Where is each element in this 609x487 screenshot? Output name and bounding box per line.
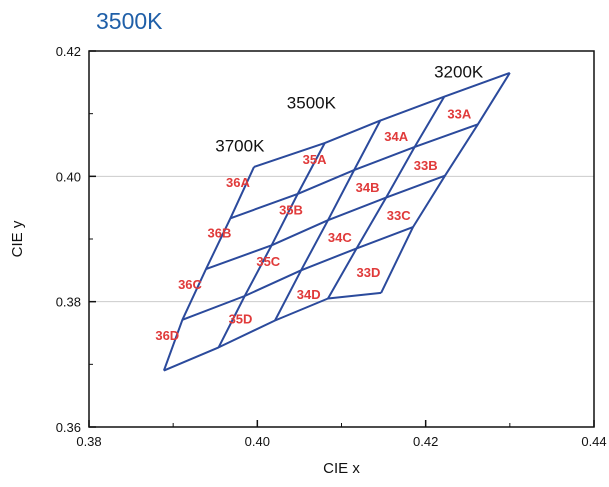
cct-labels: 3700K 3500K 3200K	[215, 62, 484, 155]
y-tick-label: 0.36	[56, 420, 81, 435]
x-axis-label: CIE x	[323, 460, 360, 477]
axis-ticks: 0.38 0.40 0.42 0.440.360.380.400.42	[56, 44, 607, 449]
bin-label: 36D	[155, 328, 179, 343]
chart-title: 3500K	[96, 8, 163, 34]
cct-label: 3700K	[215, 136, 265, 155]
x-tick-label: 0.40	[245, 434, 270, 449]
bin-label: 34A	[384, 129, 408, 144]
bin-label: 36A	[226, 175, 250, 190]
y-tick-label: 0.42	[56, 44, 81, 59]
bin-column-line	[327, 96, 446, 299]
bin-label: 35C	[256, 254, 280, 269]
bin-label: 35A	[303, 152, 327, 167]
bin-labels: 36A 35A 34A 33A 36B 35B 34B 33B 36C 35C 34C 33C 36D 3…	[155, 107, 472, 343]
bin-column-line	[274, 120, 382, 321]
bin-label: 33A	[447, 107, 471, 122]
bin-label: 35B	[279, 203, 303, 218]
bin-column-line	[217, 142, 326, 348]
y-axis-label: CIE y	[9, 220, 26, 257]
bin-label: 36C	[178, 277, 202, 292]
bin-row-line	[253, 71, 511, 168]
bin-column-line	[162, 166, 255, 371]
cct-label: 3200K	[434, 62, 484, 81]
x-tick-label: 0.38	[76, 434, 101, 449]
bin-label: 33D	[357, 265, 381, 280]
bin-label: 34C	[328, 230, 352, 245]
bin-grid-lines	[162, 71, 511, 372]
y-tick-label: 0.40	[56, 169, 81, 184]
cct-label: 3500K	[287, 94, 337, 113]
bin-label: 34D	[297, 287, 321, 302]
bin-label: 35D	[229, 312, 253, 327]
x-tick-label: 0.42	[413, 434, 438, 449]
x-tick-label: 0.44	[581, 434, 606, 449]
bin-label: 34B	[356, 180, 380, 195]
bin-label: 36B	[208, 226, 232, 241]
bin-label: 33C	[387, 208, 411, 223]
y-tick-label: 0.38	[56, 295, 81, 310]
bin-column-line	[380, 72, 511, 294]
bin-row-line	[163, 291, 382, 372]
bin-label: 33B	[414, 158, 438, 173]
